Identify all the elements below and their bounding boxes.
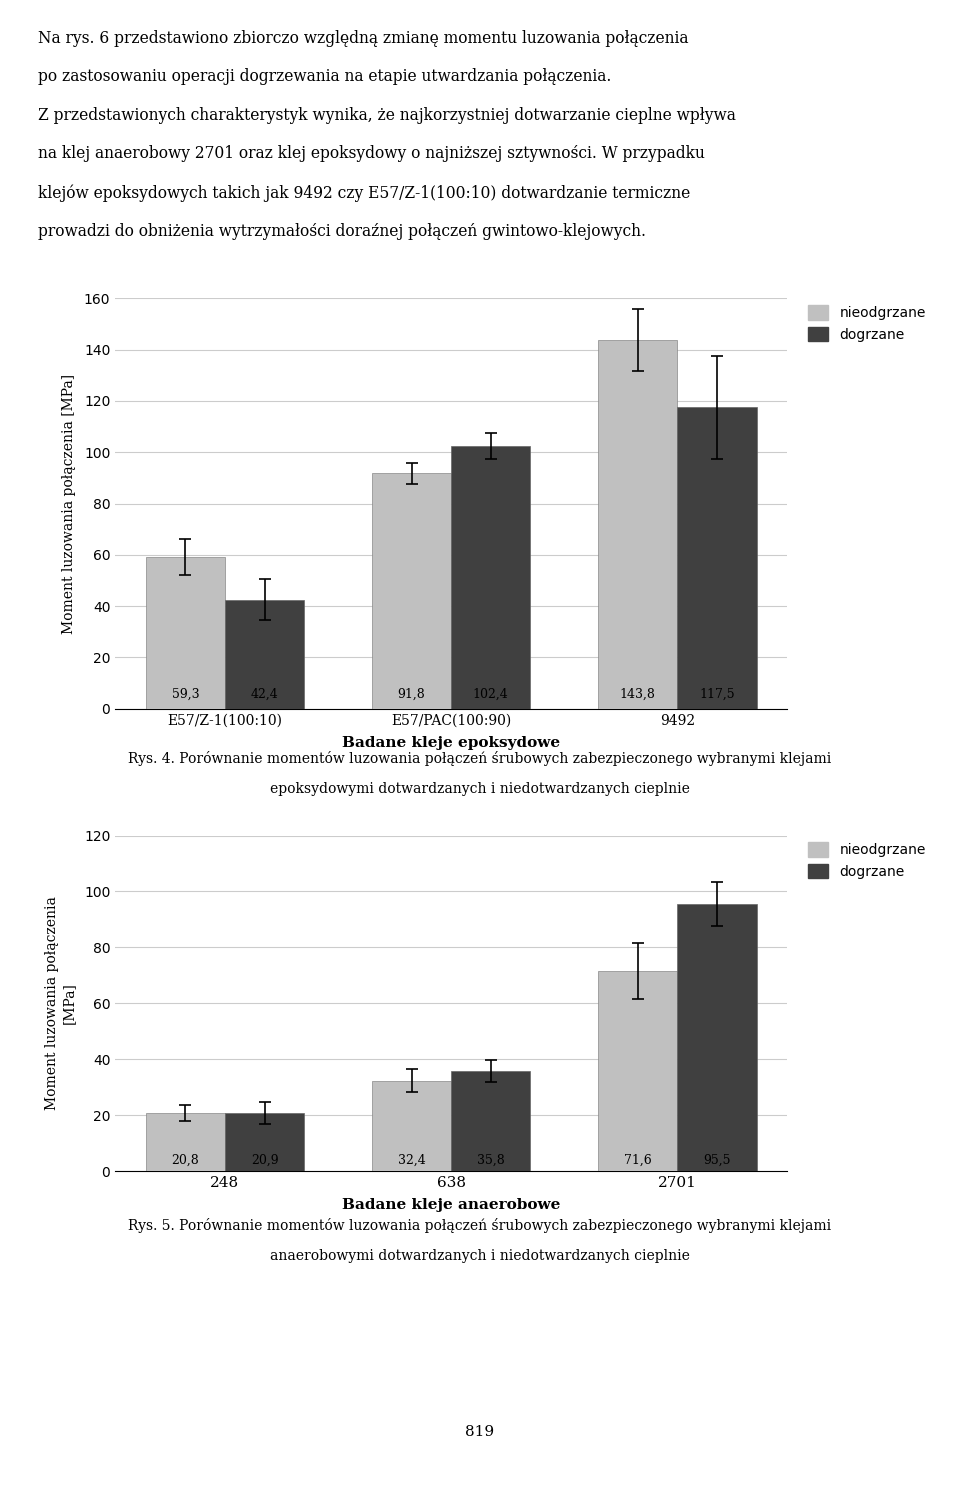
Text: 117,5: 117,5 [699, 688, 734, 701]
Bar [225, 600, 304, 709]
X-axis label: Badane kleje epoksydowe: Badane kleje epoksydowe [342, 736, 561, 750]
Bar [146, 1113, 225, 1171]
Text: 91,8: 91,8 [397, 688, 425, 701]
Text: 143,8: 143,8 [620, 688, 656, 701]
Bar [598, 340, 678, 709]
Text: Rys. 4. Porównanie momentów luzowania połączeń śrubowych zabezpieczonego wybrany: Rys. 4. Porównanie momentów luzowania po… [129, 752, 831, 767]
Text: 71,6: 71,6 [624, 1153, 652, 1167]
Text: na klej anaerobowy 2701 oraz klej epoksydowy o najniższej sztywności. W przypadk: na klej anaerobowy 2701 oraz klej epoksy… [38, 146, 706, 163]
Legend: nieodgrzane, dogrzane: nieodgrzane, dogrzane [807, 843, 925, 879]
Text: 32,4: 32,4 [397, 1153, 425, 1167]
Bar [372, 1080, 451, 1171]
Bar [451, 446, 530, 709]
Text: 819: 819 [466, 1425, 494, 1440]
Bar [225, 1113, 304, 1171]
Text: 35,8: 35,8 [477, 1153, 505, 1167]
Text: epoksydowymi dotwardzanych i niedotwardzanych cieplnie: epoksydowymi dotwardzanych i niedotwardz… [270, 782, 690, 797]
Bar [146, 557, 225, 709]
Y-axis label: Moment luzowania połączenia [MPa]: Moment luzowania połączenia [MPa] [61, 373, 76, 634]
Bar [678, 904, 756, 1171]
Text: klejów epoksydowych takich jak 9492 czy E57/Z-1(100:10) dotwardzanie termiczne: klejów epoksydowych takich jak 9492 czy … [38, 184, 690, 201]
Text: 102,4: 102,4 [473, 688, 509, 701]
Bar [678, 407, 756, 709]
Text: anaerobowymi dotwardzanych i niedotwardzanych cieplnie: anaerobowymi dotwardzanych i niedotwardz… [270, 1249, 690, 1264]
Text: Rys. 5. Porównanie momentów luzowania połączeń śrubowych zabezpieczonego wybrany: Rys. 5. Porównanie momentów luzowania po… [129, 1217, 831, 1234]
X-axis label: Badane kleje anaerobowe: Badane kleje anaerobowe [342, 1198, 561, 1213]
Bar [451, 1071, 530, 1171]
Text: 20,8: 20,8 [172, 1153, 200, 1167]
Text: Z przedstawionych charakterystyk wynika, że najkorzystniej dotwarzanie cieplne w: Z przedstawionych charakterystyk wynika,… [38, 107, 736, 124]
Bar [598, 971, 678, 1171]
Text: 59,3: 59,3 [172, 688, 199, 701]
Text: 95,5: 95,5 [704, 1153, 731, 1167]
Legend: nieodgrzane, dogrzane: nieodgrzane, dogrzane [807, 306, 925, 342]
Text: Na rys. 6 przedstawiono zbiorczo względną zmianę momentu luzowania połączenia: Na rys. 6 przedstawiono zbiorczo względn… [38, 30, 689, 46]
Bar [372, 473, 451, 709]
Text: prowadzi do obniżenia wytrzymałości doraźnej połączeń gwintowo-klejowych.: prowadzi do obniżenia wytrzymałości dora… [38, 222, 646, 240]
Text: 42,4: 42,4 [251, 688, 278, 701]
Y-axis label: Moment luzowania połączenia
[MPa]: Moment luzowania połączenia [MPa] [45, 897, 76, 1110]
Text: po zastosowaniu operacji dogrzewania na etapie utwardzania połączenia.: po zastosowaniu operacji dogrzewania na … [38, 69, 612, 85]
Text: 20,9: 20,9 [251, 1153, 278, 1167]
